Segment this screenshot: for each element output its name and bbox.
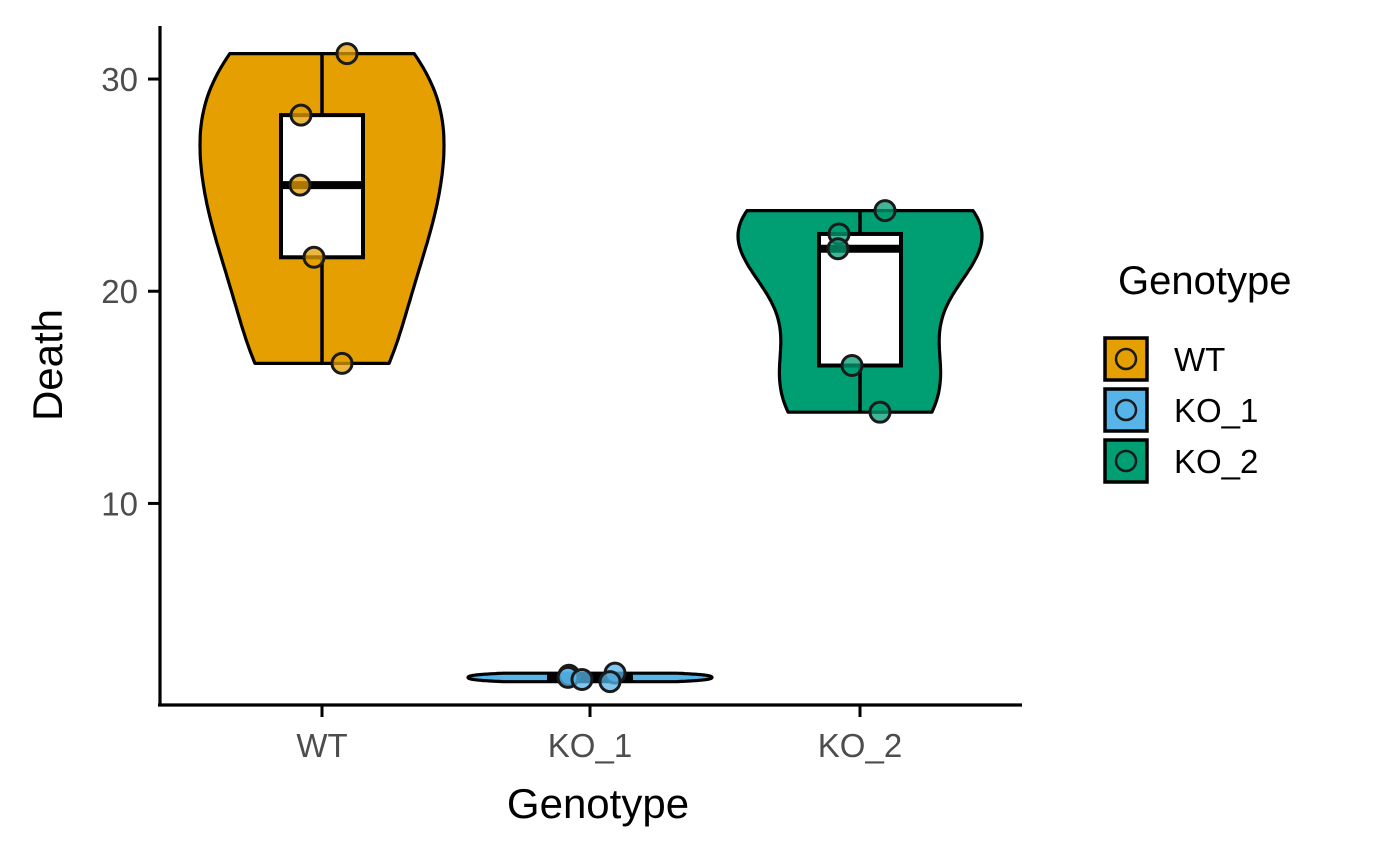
x-tick-label: WT <box>296 727 347 764</box>
data-point <box>826 237 850 261</box>
data-point <box>289 103 313 127</box>
x-ticks: WT KO_1 KO_2 <box>296 705 902 764</box>
legend-key <box>1103 387 1149 433</box>
y-tick-label: 20 <box>101 273 138 310</box>
plot-marks <box>198 42 984 694</box>
x-tick-label: KO_2 <box>818 727 902 764</box>
data-point <box>335 42 359 66</box>
legend-key-point <box>1114 449 1138 473</box>
x-tick-label: KO_1 <box>548 727 632 764</box>
violin-group <box>466 661 714 694</box>
violin-group <box>736 199 984 424</box>
y-ticks: 10 20 30 <box>101 61 160 522</box>
legend: Genotype WT KO_1 KO_2 <box>1103 259 1291 484</box>
data-point <box>868 400 892 424</box>
y-tick-label: 10 <box>101 485 138 522</box>
legend-label: WT <box>1174 341 1225 378</box>
y-tick-label: 30 <box>101 61 138 98</box>
data-point <box>598 670 622 694</box>
data-point <box>570 668 594 692</box>
data-point <box>330 351 354 375</box>
y-axis-title: Death <box>24 309 71 421</box>
legend-key-point <box>1114 398 1138 422</box>
violin-group <box>198 42 446 375</box>
data-point <box>302 245 326 269</box>
legend-title: Genotype <box>1118 259 1291 303</box>
legend-label: KO_1 <box>1174 392 1258 429</box>
legend-label: KO_2 <box>1174 443 1258 480</box>
legend-key-point <box>1114 347 1138 371</box>
legend-key <box>1103 336 1149 382</box>
data-point <box>840 354 864 377</box>
data-point <box>288 173 312 197</box>
data-point <box>873 199 897 223</box>
x-axis-title: Genotype <box>507 780 689 827</box>
